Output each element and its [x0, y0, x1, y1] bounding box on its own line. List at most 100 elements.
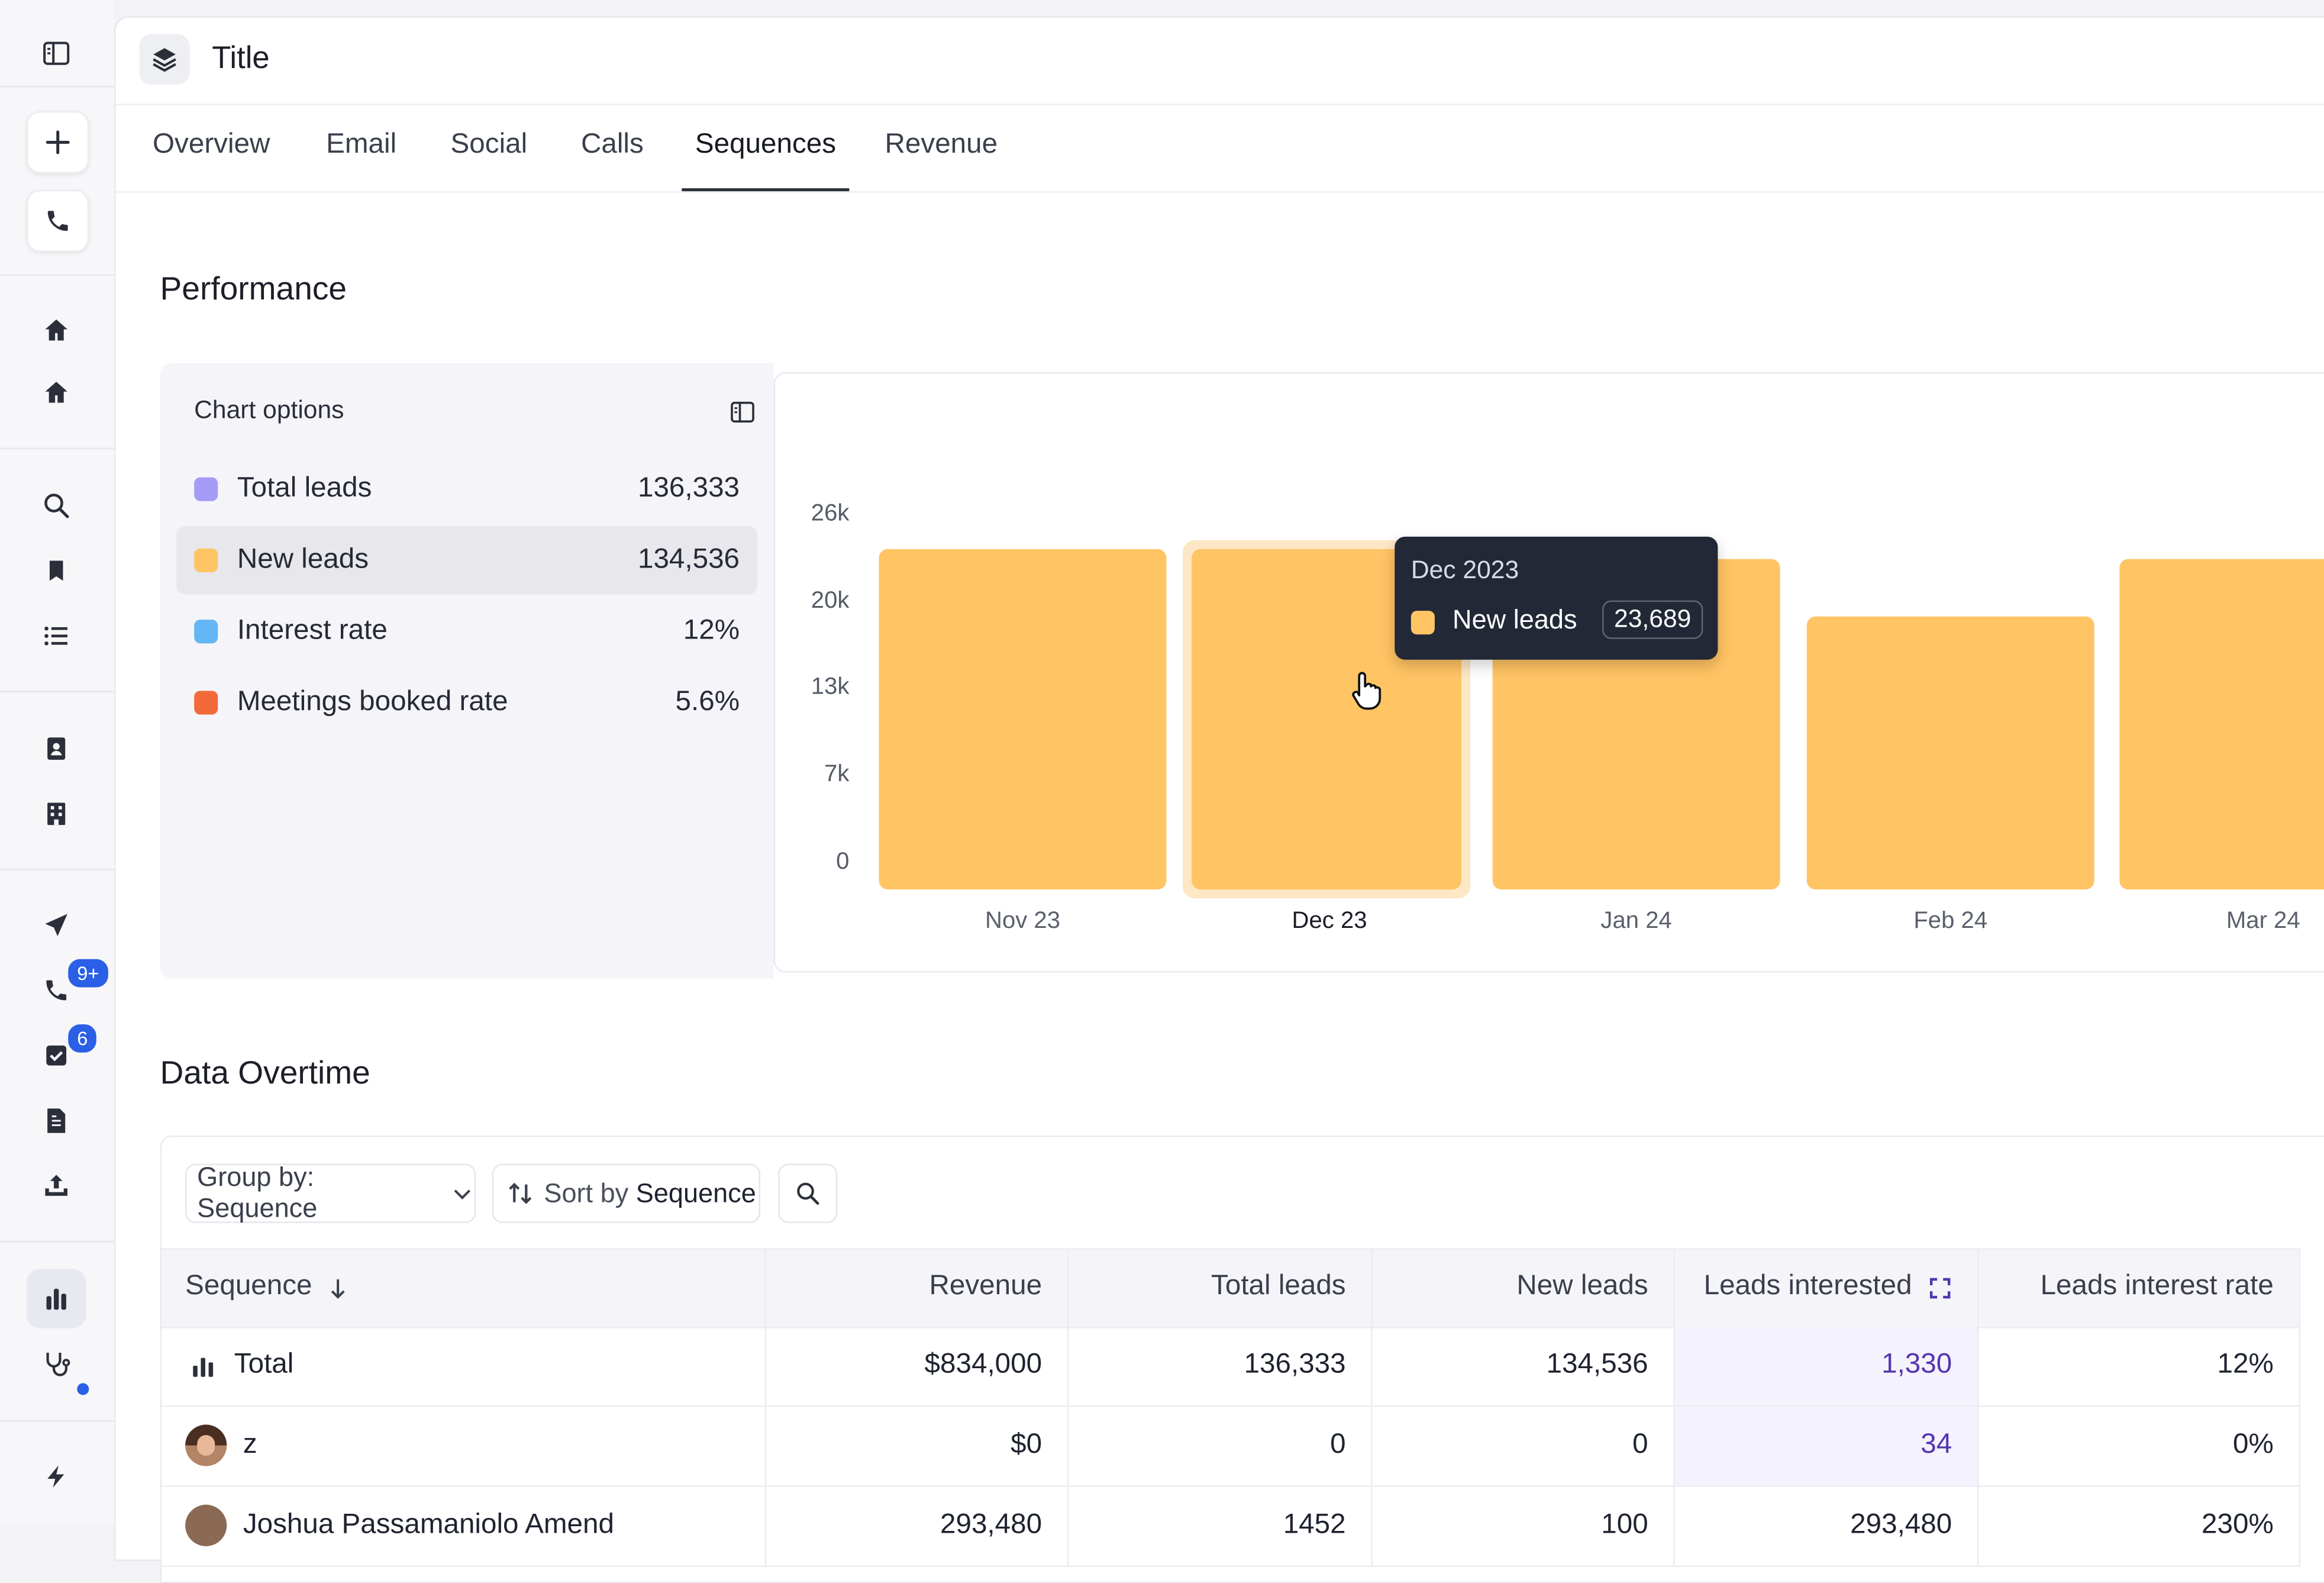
cell-interest-rate: 230% — [2202, 1509, 2274, 1540]
chart-options-title: Chart options — [194, 395, 344, 424]
tab-overview[interactable]: Overview — [153, 128, 270, 160]
tab-revenue[interactable]: Revenue — [885, 128, 998, 160]
metric-label: Interest rate — [237, 615, 388, 647]
y-tick-label: 0 — [836, 849, 850, 875]
table-row[interactable]: Total $834,000 136,333 134,536 1,330 12% — [162, 1327, 2300, 1407]
building-icon[interactable] — [27, 784, 86, 843]
tab-calls[interactable]: Calls — [580, 128, 644, 160]
lightning-icon[interactable] — [27, 1447, 86, 1506]
tab-sequences[interactable]: Sequences — [682, 129, 850, 192]
page-title: Title — [212, 41, 270, 76]
column-header-revenue[interactable]: Revenue — [929, 1270, 1042, 1302]
chevron-down-icon — [454, 1189, 471, 1200]
home-icon[interactable] — [27, 363, 86, 423]
x-tick-label: Nov 23 — [985, 908, 1061, 934]
tasks-icon[interactable] — [27, 1026, 86, 1085]
column-header-leads-interested[interactable]: Leads interested — [1703, 1270, 1912, 1302]
calls-badge: 9+ — [65, 956, 111, 991]
phone-icon — [47, 211, 68, 231]
document-icon[interactable] — [27, 1091, 86, 1150]
metric-new-leads[interactable]: New leads 134,536 — [176, 526, 758, 595]
bar-chart: 26k 20k 13k 7k 0 Nov 23 Dec 23 Jan 24 Fe… — [773, 372, 2324, 973]
list-icon[interactable] — [27, 607, 86, 666]
tab-email[interactable]: Email — [326, 128, 397, 160]
legend-swatch — [194, 477, 218, 501]
chart-tooltip: Dec 2023 New leads 23,689 — [1395, 536, 1718, 660]
group-by-dropdown[interactable]: Group by: Sequence — [185, 1162, 476, 1223]
x-tick-label: Jan 24 — [1600, 908, 1672, 934]
tooltip-swatch — [1410, 611, 1435, 635]
legend-swatch — [194, 691, 218, 715]
table-row[interactable]: z $0 0 0 34 0% — [162, 1407, 2300, 1487]
metric-total-leads[interactable]: Total leads 136,333 — [176, 455, 757, 523]
data-table-card: Group by: Sequence Sort by Sequence Sequ… — [160, 1135, 2324, 1583]
cell-new-leads: 100 — [1601, 1509, 1648, 1540]
cell-leads-interested[interactable]: 293,480 — [1850, 1509, 1952, 1540]
cell-leads-interested[interactable]: 1,330 — [1881, 1349, 1952, 1381]
row-name: z — [243, 1429, 257, 1461]
search-icon — [797, 1182, 819, 1205]
performance-heading: Performance — [160, 269, 347, 307]
send-icon[interactable] — [27, 895, 86, 955]
y-tick-label: 26k — [811, 501, 850, 527]
table-row[interactable]: Joshua Passamaniolo Amend 293,480 1452 1… — [162, 1487, 2300, 1567]
row-name: Joshua Passamaniolo Amend — [243, 1509, 614, 1540]
sidebar-toggle-icon[interactable] — [27, 24, 86, 83]
avatar — [185, 1424, 227, 1466]
left-rail: 9+ 6 — [0, 0, 114, 1524]
bar-mar-24[interactable] — [2119, 559, 2324, 890]
bar-nov-23[interactable] — [879, 549, 1167, 890]
title-bar: Title — [115, 18, 2324, 105]
panel-toggle-icon[interactable] — [730, 399, 756, 425]
x-tick-label: Dec 23 — [1292, 908, 1367, 934]
sort-button[interactable]: Sort by Sequence — [492, 1163, 761, 1223]
row-name: Total — [234, 1349, 294, 1381]
cell-revenue: $0 — [1011, 1429, 1042, 1461]
tab-bar: Overview Email Social Calls Sequences Re… — [115, 105, 2324, 193]
contacts-icon[interactable] — [27, 719, 86, 778]
status-dot — [77, 1383, 89, 1395]
cell-revenue: $834,000 — [924, 1349, 1042, 1381]
bar-dec-23[interactable] — [1192, 549, 1462, 890]
avatar — [185, 1504, 227, 1546]
table-search-button[interactable] — [778, 1163, 838, 1223]
tooltip-title: Dec 2023 — [1410, 556, 1519, 585]
cell-interest-rate: 0% — [2233, 1429, 2274, 1461]
bars-layer — [879, 540, 2324, 899]
cell-total-leads: 136,333 — [1244, 1349, 1346, 1381]
cell-interest-rate: 12% — [2217, 1349, 2274, 1381]
bookmark-icon[interactable] — [27, 541, 86, 600]
expand-icon — [1929, 1278, 1951, 1299]
tasks-badge: 6 — [65, 1021, 100, 1056]
column-header-new-leads[interactable]: New leads — [1516, 1270, 1648, 1302]
cell-total-leads: 0 — [1330, 1429, 1346, 1461]
tooltip-value: 23,689 — [1602, 600, 1703, 639]
metric-meetings-booked-rate[interactable]: Meetings booked rate 5.6% — [176, 669, 757, 737]
cell-leads-interested[interactable]: 34 — [1920, 1429, 1952, 1461]
search-icon[interactable] — [27, 476, 86, 535]
tab-social[interactable]: Social — [450, 128, 528, 160]
upload-icon[interactable] — [27, 1156, 86, 1216]
metric-value: 5.6% — [675, 686, 740, 718]
stethoscope-icon[interactable] — [27, 1334, 86, 1394]
column-header-total-leads[interactable]: Total leads — [1211, 1270, 1346, 1302]
cell-revenue: 293,480 — [940, 1509, 1042, 1540]
sort-arrows-icon — [509, 1182, 532, 1204]
home-icon[interactable] — [27, 301, 86, 360]
bar-feb-24[interactable] — [1806, 616, 2094, 890]
plus-icon — [46, 130, 70, 154]
x-tick-label: Feb 24 — [1913, 908, 1988, 934]
analytics-icon[interactable] — [27, 1269, 86, 1329]
metric-interest-rate[interactable]: Interest rate 12% — [176, 598, 757, 666]
metric-value: 12% — [683, 615, 740, 647]
metric-value: 136,333 — [637, 473, 740, 504]
cell-new-leads: 0 — [1632, 1429, 1648, 1461]
metric-label: Total leads — [237, 473, 372, 504]
dialer-button[interactable] — [27, 189, 89, 252]
column-header-leads-interest-rate[interactable]: Leads interest rate — [2040, 1270, 2274, 1302]
metric-label: Meetings booked rate — [237, 686, 508, 718]
add-button[interactable] — [27, 111, 89, 174]
sort-prefix: Sort by — [544, 1178, 629, 1208]
column-header-sequence[interactable]: Sequence — [185, 1270, 312, 1302]
calls-icon[interactable] — [27, 960, 86, 1020]
